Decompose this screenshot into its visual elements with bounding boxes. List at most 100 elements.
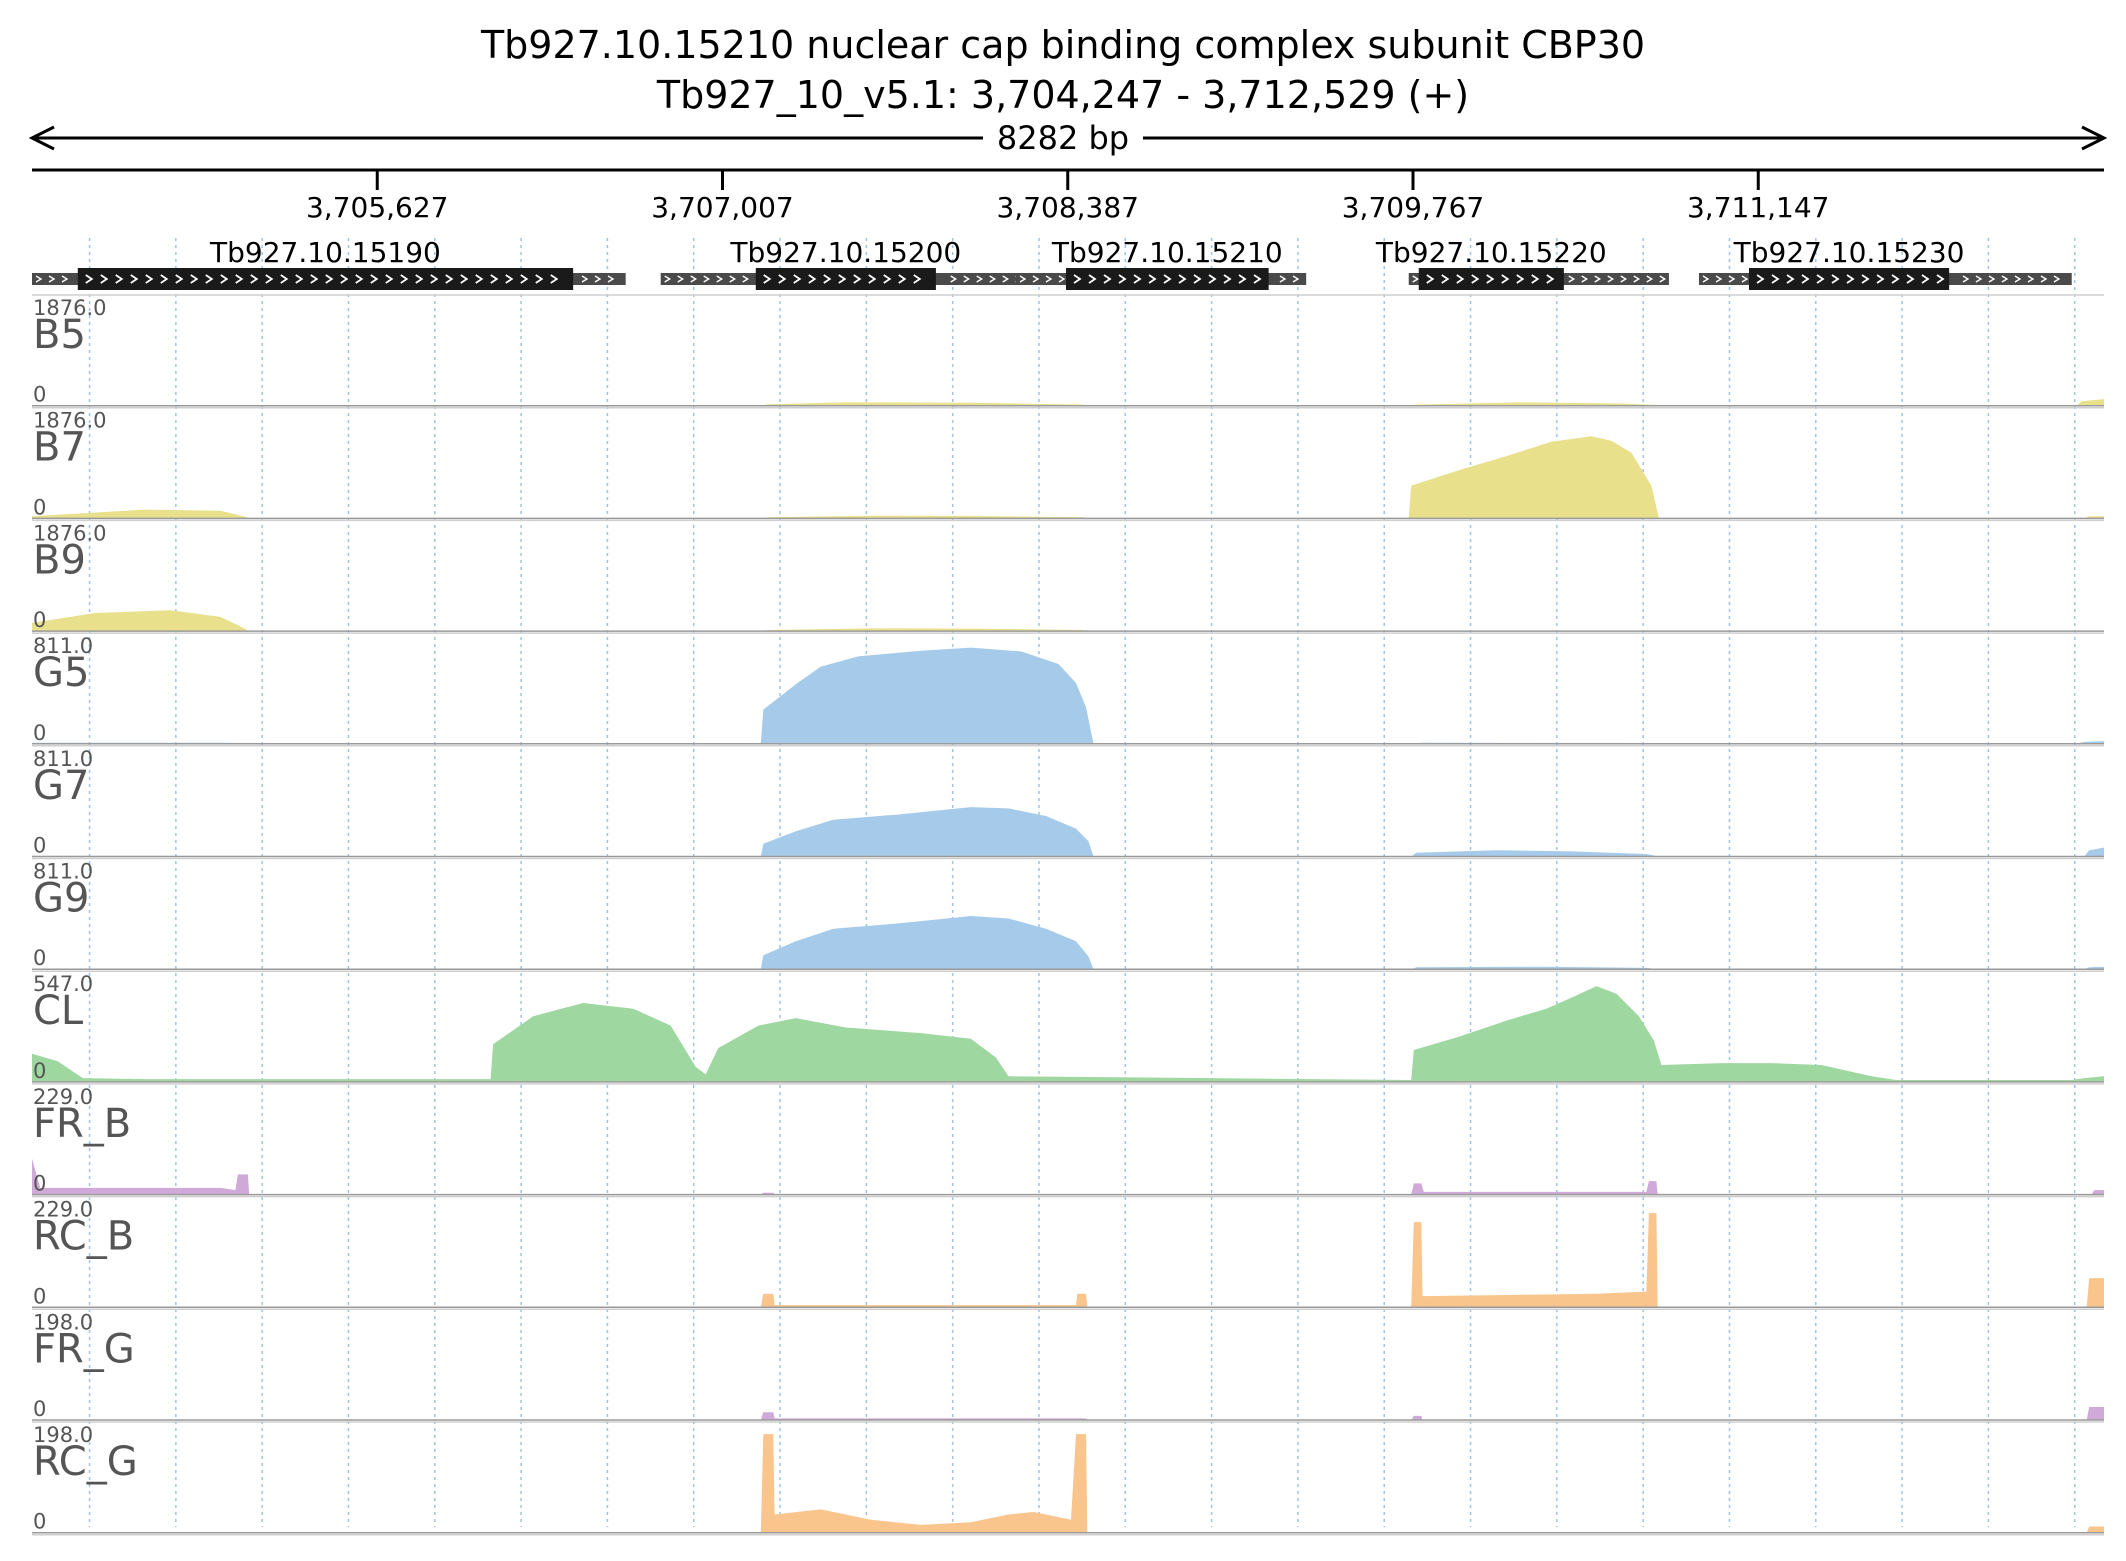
strand-chevron — [594, 275, 602, 283]
strand-chevron — [115, 274, 124, 284]
strand-chevron — [355, 274, 364, 284]
strand-chevron — [2027, 275, 2035, 283]
track-min-label: 0 — [33, 1059, 46, 1083]
strand-chevron — [1531, 274, 1540, 284]
track-max-label: 1876.0 — [33, 521, 106, 545]
track-min-label: 0 — [33, 495, 46, 519]
strand-chevron — [1659, 275, 1667, 283]
track-rc-g: 198.0RC_G 0 — [32, 1421, 2104, 1534]
track-b7: 1876.0B7 0 — [32, 406, 2104, 519]
strand-chevron — [1546, 274, 1555, 284]
ruler-tick-label: 3,711,147 — [1687, 191, 1830, 224]
strand-chevron — [808, 274, 817, 284]
strand-chevron — [703, 275, 711, 283]
strand-chevron — [1163, 274, 1172, 284]
strand-chevron — [823, 274, 832, 284]
gene-label: Tb927.10.15190 — [209, 236, 441, 269]
strand-chevron — [898, 274, 907, 284]
strand-chevron — [1426, 274, 1435, 284]
strand-chevron — [1292, 275, 1300, 283]
track-max-label: 547.0 — [33, 972, 93, 996]
gene-cds-bar — [1065, 268, 1269, 290]
strand-chevron — [1178, 274, 1187, 284]
track-g7: 811.0G7 0 — [32, 745, 2104, 858]
track-max-label: 811.0 — [33, 634, 93, 658]
track-name-label: RC_G — [33, 1439, 138, 1485]
strand-chevron — [325, 274, 334, 284]
track-max-label: 229.0 — [33, 1198, 93, 1222]
strand-chevron — [1728, 275, 1736, 283]
strand-chevron — [607, 275, 615, 283]
strand-chevron — [190, 274, 199, 284]
strand-chevron — [1486, 274, 1495, 284]
coverage-area — [32, 1407, 2104, 1420]
track-b9: 1876.0B9 0 — [32, 519, 2104, 632]
strand-chevron — [1771, 274, 1780, 284]
strand-chevron — [130, 274, 139, 284]
gene-label: Tb927.10.15200 — [729, 236, 961, 269]
strand-chevron — [1238, 274, 1247, 284]
strand-chevron — [100, 274, 109, 284]
strand-chevron — [1975, 275, 1983, 283]
track-max-label: 1876.0 — [33, 296, 106, 320]
coverage-area — [32, 807, 2104, 857]
gene-cds-bar — [77, 268, 574, 290]
strand-chevron — [1002, 275, 1010, 283]
track-name-label: G5 — [33, 650, 89, 696]
strand-chevron — [1088, 274, 1097, 284]
gene-label: Tb927.10.15230 — [1733, 236, 1965, 269]
strand-chevron — [1471, 274, 1480, 284]
strand-chevron — [475, 274, 484, 284]
strand-chevron — [1891, 274, 1900, 284]
track-name-label: FR_G — [33, 1326, 135, 1372]
strand-chevron — [1193, 274, 1202, 284]
strand-chevron — [400, 274, 409, 284]
strand-chevron — [1501, 274, 1510, 284]
track-min-label: 0 — [33, 608, 46, 632]
strand-chevron — [1103, 274, 1112, 284]
span-label: 8282 bp — [997, 119, 1129, 157]
coverage-area — [32, 916, 2104, 970]
track-max-label: 811.0 — [33, 860, 93, 884]
strand-chevron — [340, 274, 349, 284]
strand-chevron — [460, 274, 469, 284]
ruler-tick-label: 3,709,767 — [1342, 191, 1485, 224]
strand-chevron — [1045, 275, 1053, 283]
ruler-tick-label: 3,705,627 — [306, 191, 449, 224]
strand-chevron — [1412, 275, 1420, 283]
coverage-area — [32, 399, 2104, 406]
strand-chevron — [1921, 274, 1930, 284]
strand-chevron — [2040, 275, 2048, 283]
coordinate-ruler: 3,705,627 3,707,007 3,708,387 3,709,767 3,71… — [32, 168, 2104, 224]
strand-chevron — [1861, 274, 1870, 284]
strand-chevron — [35, 275, 43, 283]
track-min-label: 0 — [33, 1510, 46, 1534]
strand-chevron — [690, 275, 698, 283]
coverage-area — [32, 1158, 2104, 1195]
strand-chevron — [1223, 274, 1232, 284]
strand-chevron — [883, 274, 892, 284]
strand-chevron — [1646, 275, 1654, 283]
track-name-label: FR_B — [33, 1101, 131, 1147]
strand-chevron — [370, 274, 379, 284]
track-fr-b: 229.0FR_B 0 — [32, 1083, 2104, 1196]
strand-chevron — [85, 274, 94, 284]
track-min-label: 0 — [33, 1172, 46, 1196]
strand-chevron — [1133, 274, 1142, 284]
track-g9: 811.0G9 0 — [32, 857, 2104, 970]
strand-chevron — [989, 275, 997, 283]
strand-chevron — [1058, 275, 1066, 283]
strand-chevron — [1148, 274, 1157, 284]
strand-chevron — [1594, 275, 1602, 283]
strand-chevron — [1620, 275, 1628, 283]
strand-chevron — [950, 275, 958, 283]
strand-chevron — [1831, 274, 1840, 284]
strand-chevron — [1073, 274, 1082, 284]
strand-chevron — [2053, 275, 2061, 283]
strand-chevron — [1516, 274, 1525, 284]
coverage-area — [32, 610, 2104, 632]
ruler-tick-label: 3,707,007 — [651, 191, 794, 224]
track-b5: 1876.0B5 0 — [32, 294, 2104, 407]
strand-chevron — [838, 274, 847, 284]
track-min-label: 0 — [33, 1284, 46, 1308]
